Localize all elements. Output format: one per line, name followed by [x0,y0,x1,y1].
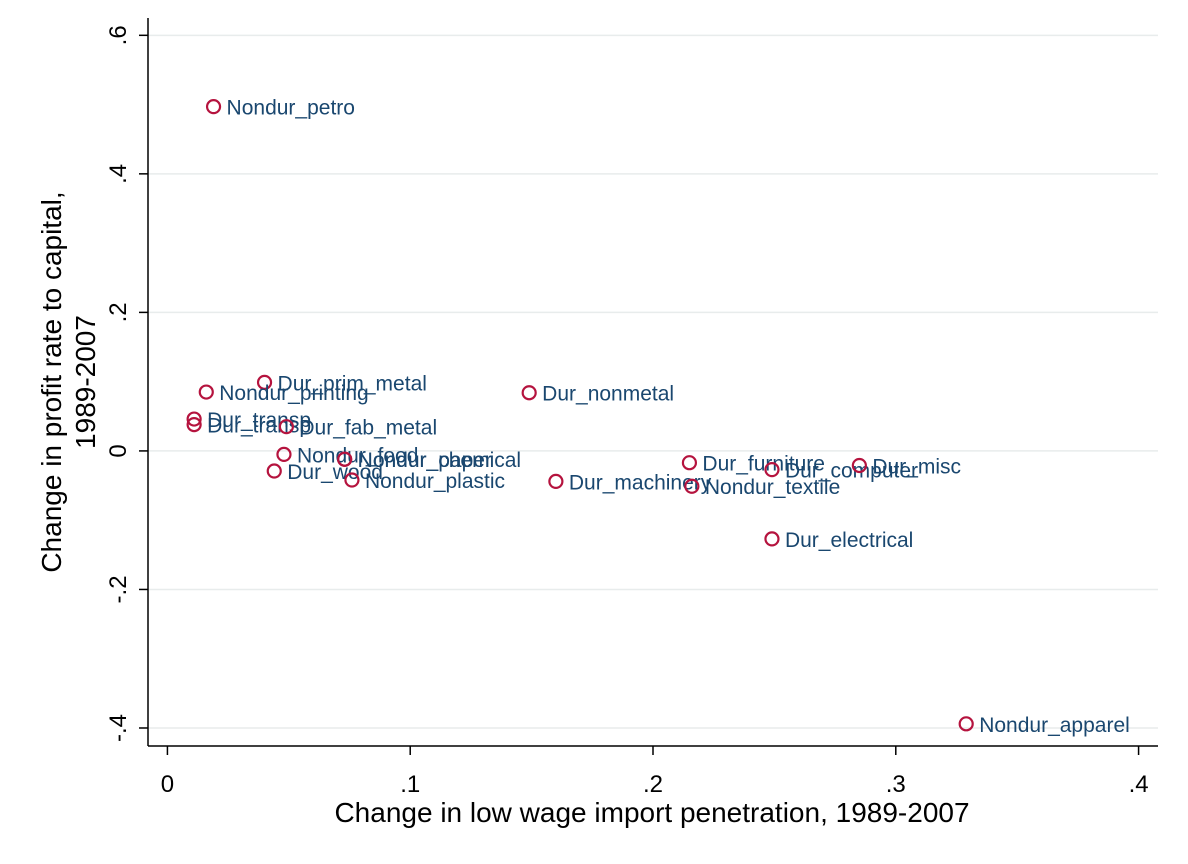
point-label: Nondur_textile [705,476,840,499]
data-point [764,531,780,547]
y-tick-label: .2 [105,302,132,322]
point-label: Dur_electrical [785,529,913,552]
data-point [521,385,537,401]
point-label: Nondur_printing [219,382,368,405]
point-label: Nondur_petro [227,97,355,120]
point-label: Nondur_plastic [365,470,505,493]
data-point [851,457,867,474]
data-point [344,472,360,488]
data-point [256,374,273,390]
y-tick-label: 0 [105,444,132,457]
x-tick-label: .2 [643,771,663,798]
data-point [276,446,292,462]
data-point [205,99,222,115]
x-axis-title: Change in low wage import penetration, 1… [334,797,969,828]
data-point [198,384,214,400]
y-tick-label: -.2 [105,575,132,603]
point-label: Dur_machinery [569,471,712,494]
data-point [684,478,700,494]
point-label: Dur_misc [872,455,961,478]
point-label: Nondur_apparel [979,714,1130,737]
point-label: Dur_nonmetal [542,383,674,406]
point-label: Nondur_paper [358,449,492,472]
data-point [266,463,282,479]
data-point [337,451,353,467]
point-label: Dur_prim_metal [278,372,427,395]
grid-lines [148,34,1158,729]
data-point [681,455,698,471]
data-points: Nondur_petro Dur_prim_metalNondur_printin… [186,97,1130,737]
data-point [186,411,202,427]
point-label: Dur_transp [207,409,311,432]
y-axis-title-line-1: Change in profit rate to capital, [36,191,67,572]
y-axis-title-line-2: 1989-2007 [70,315,101,449]
data-point [278,419,294,435]
x-tick-label: .1 [400,771,420,798]
y-tick-label: .6 [105,25,132,45]
point-label: Dur_transp [207,415,311,438]
x-tick-label: .3 [886,771,906,798]
point-label: Nondur_food [297,444,418,467]
point-label: Dur_fab_metal [299,417,437,440]
data-point [958,716,974,732]
ticks: -.4 -.2 0 .2 .4 .6 0 .1 .2 .3 .4 [105,25,1149,798]
point-label: Nondur_chemical [358,449,521,472]
x-tick-label: .4 [1129,771,1149,798]
y-tick-label: .4 [105,164,132,184]
data-point [548,473,564,489]
data-point [764,462,780,478]
point-label: Dur_computer [785,460,918,483]
point-label: Dur_furniture [702,453,825,476]
x-tick-label: 0 [161,771,174,798]
data-point [186,416,202,433]
y-tick-label: -.4 [105,714,132,742]
